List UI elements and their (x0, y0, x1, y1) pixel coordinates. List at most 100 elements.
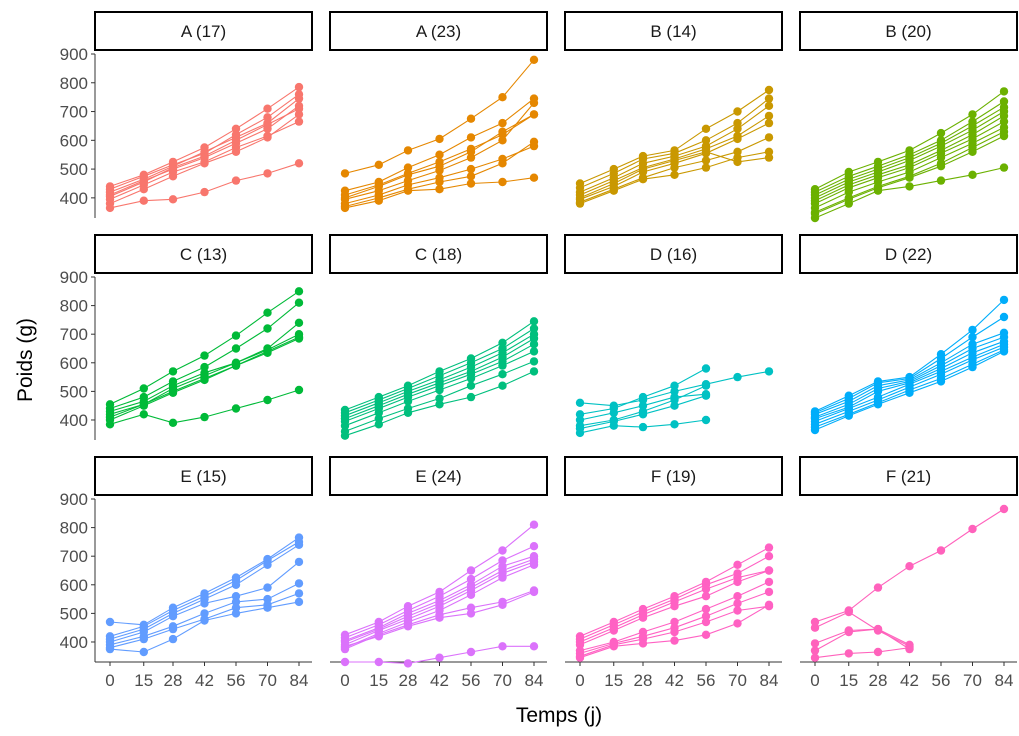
x-tick-label: 15 (604, 671, 623, 690)
facet-label: F (21) (886, 467, 931, 486)
data-point (263, 104, 272, 113)
y-tick-label: 600 (60, 576, 88, 595)
y-tick-label: 800 (60, 297, 88, 316)
data-point (529, 367, 539, 376)
data-point (340, 657, 350, 667)
data-point (670, 381, 679, 390)
data-point (466, 133, 476, 142)
data-point (168, 634, 178, 644)
data-point (340, 431, 350, 440)
facet-panel: D (16) (564, 234, 783, 438)
data-point (403, 622, 413, 631)
data-point (139, 634, 148, 644)
data-point (638, 175, 648, 184)
facet-label: A (17) (181, 22, 226, 41)
data-point (733, 599, 742, 608)
data-point (168, 367, 178, 376)
data-point (764, 133, 774, 142)
facet-label: B (14) (650, 22, 696, 41)
data-point (701, 415, 711, 425)
facet-panel: B (20) (799, 11, 1018, 223)
data-point (231, 609, 241, 618)
data-point (466, 164, 476, 174)
data-point (701, 612, 711, 621)
data-point (263, 603, 272, 612)
data-point (294, 557, 304, 567)
data-point (340, 169, 350, 178)
data-point (733, 560, 742, 569)
data-point (764, 552, 774, 561)
data-point (529, 55, 539, 64)
data-point (609, 642, 618, 651)
data-point (263, 560, 272, 569)
facet-label: D (22) (885, 245, 932, 264)
x-tick-label: 70 (258, 671, 277, 690)
data-point (936, 162, 946, 171)
data-point (810, 209, 820, 218)
x-tick-label: 56 (697, 671, 716, 690)
data-point (529, 137, 539, 146)
x-tick-label: 70 (963, 671, 982, 690)
data-point (168, 418, 178, 427)
y-tick-label: 800 (60, 519, 88, 538)
facet-panel: C (18) (329, 234, 548, 440)
data-point (374, 160, 383, 169)
data-point (435, 134, 444, 144)
data-point (466, 153, 476, 162)
data-point (810, 653, 820, 662)
facet-strip (564, 11, 783, 51)
x-tick-label: 84 (760, 671, 779, 690)
data-point (374, 196, 383, 205)
data-point (968, 110, 977, 119)
data-point (403, 170, 413, 179)
data-point (340, 193, 350, 203)
data-point (764, 587, 774, 597)
data-point (999, 131, 1009, 141)
data-point (139, 384, 148, 393)
data-point (498, 642, 507, 651)
data-point (810, 646, 820, 655)
data-point (498, 127, 507, 136)
data-point (498, 381, 507, 390)
series-line (814, 628, 910, 646)
data-point (936, 176, 946, 185)
data-point (575, 193, 585, 203)
data-point (529, 340, 539, 349)
data-point (498, 573, 507, 582)
data-point (168, 164, 178, 174)
facet-strip (94, 234, 313, 274)
data-point (374, 657, 383, 667)
data-point (529, 587, 539, 597)
data-point (435, 150, 444, 159)
x-tick-label: 0 (575, 671, 584, 690)
data-point (905, 388, 914, 397)
data-point (764, 543, 774, 552)
data-point (340, 203, 350, 213)
data-point (670, 420, 679, 429)
data-point (435, 653, 444, 662)
x-tick-label: 84 (995, 671, 1014, 690)
facet-strip (329, 456, 548, 496)
facet-label: F (19) (651, 467, 696, 486)
data-point (231, 404, 241, 413)
data-point (403, 408, 413, 417)
y-tick-label: 400 (60, 633, 88, 652)
data-point (466, 179, 476, 188)
data-point (139, 176, 148, 185)
y-tick-label: 400 (60, 189, 88, 208)
data-point (733, 577, 742, 587)
data-point (294, 159, 304, 168)
data-point (873, 583, 883, 592)
data-point (139, 647, 148, 657)
data-point (498, 361, 507, 370)
data-point (701, 147, 711, 156)
data-point (466, 114, 476, 123)
data-point (701, 124, 711, 133)
y-tick-label: 500 (60, 382, 88, 401)
data-point (764, 101, 774, 111)
data-point (231, 331, 241, 340)
facet-label: A (23) (416, 22, 461, 41)
data-point (999, 295, 1009, 305)
data-point (200, 375, 209, 385)
